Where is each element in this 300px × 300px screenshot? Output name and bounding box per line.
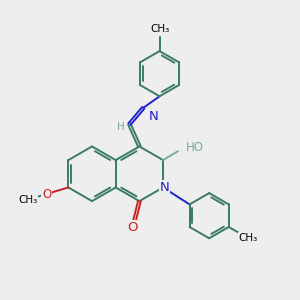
- Text: N: N: [160, 181, 170, 194]
- Text: CH₃: CH₃: [238, 233, 258, 243]
- Text: CH₃: CH₃: [150, 24, 169, 34]
- Text: O: O: [128, 221, 138, 234]
- Text: N: N: [148, 110, 158, 123]
- Text: HO: HO: [186, 141, 204, 154]
- Text: CH₃: CH₃: [18, 195, 37, 205]
- Text: H: H: [117, 122, 124, 132]
- Text: O: O: [42, 188, 51, 201]
